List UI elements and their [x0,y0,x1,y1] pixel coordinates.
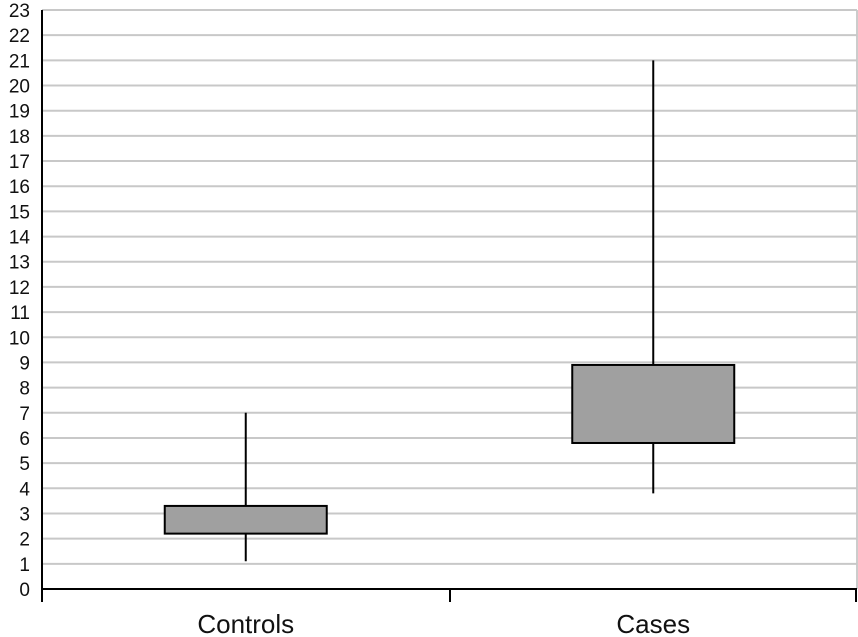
y-tick-label: 16 [9,177,30,198]
y-tick-label: 22 [9,26,30,47]
y-tick-label: 5 [19,454,30,475]
y-tick-label: 18 [9,127,30,148]
y-tick-label: 20 [9,77,30,98]
y-tick-label: 2 [19,530,30,551]
y-tick-label: 7 [19,404,30,425]
box-iqr [163,504,328,535]
y-tick-label: 0 [19,580,30,601]
y-tick-label: 15 [9,202,30,223]
y-tick-label: 6 [19,429,30,450]
y-tick-label: 17 [9,152,30,173]
y-tick-label: 13 [9,253,30,274]
y-tick-label: 14 [9,228,31,249]
x-category-label: Controls [197,609,294,637]
y-tick-label: 4 [19,479,30,500]
y-tick-label: 9 [19,353,30,374]
box-controls [163,412,328,562]
x-category-label: Cases [616,609,690,637]
y-tick-label: 8 [19,379,30,400]
y-tick-label: 12 [9,278,30,299]
x-axis: Controls Cases [41,588,857,637]
y-tick-label: 23 [9,1,30,22]
box-series [163,60,736,562]
y-tick-label: 11 [10,303,30,324]
y-tick-label: 19 [9,102,30,123]
box-iqr [571,363,736,444]
gridlines [42,9,857,565]
y-tick-label: 10 [9,328,30,349]
plot-area-frame [42,9,858,589]
y-tick-label: 3 [19,504,30,525]
box-cases [571,60,736,494]
y-tick-label: 1 [19,555,30,576]
y-tick-label: 21 [9,51,30,72]
